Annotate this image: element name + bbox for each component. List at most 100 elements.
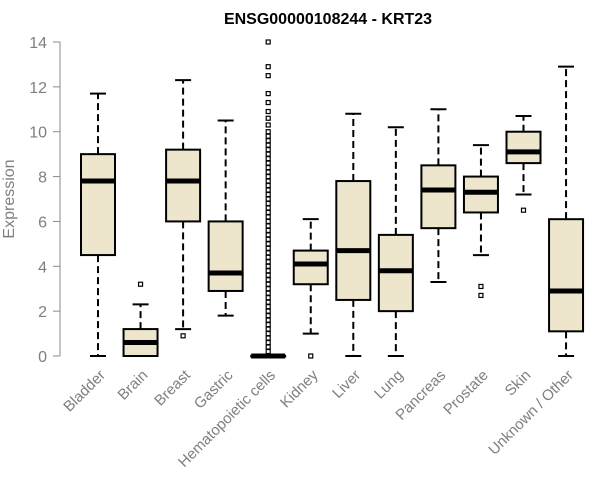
box-group (165, 79, 202, 339)
outlier-point (478, 292, 484, 299)
x-tick-label: Skin (502, 367, 535, 400)
box-iqr (548, 218, 585, 333)
box-group (548, 65, 585, 357)
outlier-point (265, 317, 271, 323)
outlier-point (265, 108, 271, 115)
outlier-point (265, 156, 271, 162)
outlier-point (265, 348, 271, 355)
outlier-point (265, 223, 271, 229)
box-group (420, 108, 457, 283)
outlier-point (265, 182, 271, 189)
plot-area (80, 39, 585, 359)
outlier-point (265, 209, 271, 216)
outlier-point (265, 308, 271, 314)
outlier-point (265, 129, 271, 135)
outlier-point (265, 290, 271, 296)
outlier-point (265, 259, 271, 265)
outlier-point (265, 138, 271, 144)
outlier-point (265, 241, 271, 247)
outlier-point (265, 122, 271, 128)
box-iqr (335, 180, 372, 301)
box-group (462, 144, 499, 299)
x-tick-label: Kidney (277, 366, 322, 411)
x-tick-label: Prostate (440, 367, 492, 419)
y-tick-label: 6 (38, 214, 47, 231)
outlier-point (265, 142, 271, 148)
box-iqr (207, 220, 244, 292)
box-group (207, 119, 244, 317)
outlier-point (308, 353, 314, 359)
y-tick-label: 12 (29, 80, 47, 97)
box-iqr (80, 153, 116, 257)
y-axis: 0 2 4 6 8 10 12 14 (29, 35, 61, 366)
x-tick-label: Lung (371, 367, 407, 403)
box-iqr (165, 148, 202, 223)
box-group (122, 281, 159, 358)
outlier-point (265, 115, 271, 121)
box-group (250, 39, 287, 359)
outlier-point (265, 73, 271, 79)
outlier-point (265, 187, 271, 193)
outlier-point (265, 295, 271, 301)
outlier-point (265, 322, 271, 328)
x-tick-label: Bladder (60, 367, 109, 416)
outlier-point (265, 304, 271, 310)
chart-title: ENSG00000108244 - KRT23 (224, 11, 432, 28)
outlier-point (265, 196, 271, 202)
outlier-point (265, 133, 271, 139)
outlier-point (265, 99, 271, 106)
outlier-point (265, 227, 271, 233)
outlier-point (265, 160, 271, 166)
outlier-point (265, 254, 271, 260)
outlier-point (265, 277, 271, 283)
outlier-point (265, 263, 271, 269)
outlier-point (265, 218, 271, 225)
outlier-point (180, 333, 186, 339)
outlier-point (265, 281, 271, 287)
box-group (505, 115, 542, 213)
box-iqr (505, 130, 542, 165)
outlier-point (265, 339, 271, 346)
box-group (335, 112, 372, 357)
y-tick-label: 0 (38, 349, 47, 366)
outlier-point (265, 178, 271, 184)
outlier-point (265, 200, 271, 207)
outlier-point (265, 335, 271, 341)
x-tick-label: Brain (115, 367, 152, 404)
x-tick-label: Breast (151, 366, 194, 409)
box-iqr (292, 249, 329, 286)
outlier-point (137, 281, 144, 287)
outlier-point (478, 283, 484, 290)
outlier-point (265, 245, 271, 251)
outlier-point (265, 169, 271, 175)
outlier-point (265, 236, 271, 242)
outlier-point (265, 272, 271, 278)
outlier-point (265, 64, 271, 70)
outlier-point (265, 250, 271, 256)
outlier-point (265, 39, 271, 45)
outlier-point (265, 214, 271, 220)
outlier-point (265, 232, 271, 238)
x-tick-label: Liver (329, 367, 364, 402)
y-tick-label: 14 (29, 35, 47, 52)
y-tick-label: 4 (38, 259, 47, 276)
y-tick-label: 2 (38, 304, 47, 321)
box-group (80, 92, 116, 357)
outlier-point (265, 90, 271, 97)
box-group (377, 126, 414, 357)
outlier-point (265, 326, 271, 332)
outlier-point (265, 268, 271, 274)
outlier-point (265, 151, 271, 157)
box-iqr (420, 164, 457, 230)
outlier-point (520, 207, 527, 213)
outlier-point (265, 344, 271, 350)
outlier-point (265, 205, 271, 211)
outlier-point (265, 313, 271, 319)
outlier-point (265, 191, 271, 198)
y-tick-label: 10 (29, 125, 47, 142)
outlier-point (265, 165, 271, 171)
outlier-point (265, 173, 271, 180)
y-axis-label: Expression (1, 159, 18, 238)
